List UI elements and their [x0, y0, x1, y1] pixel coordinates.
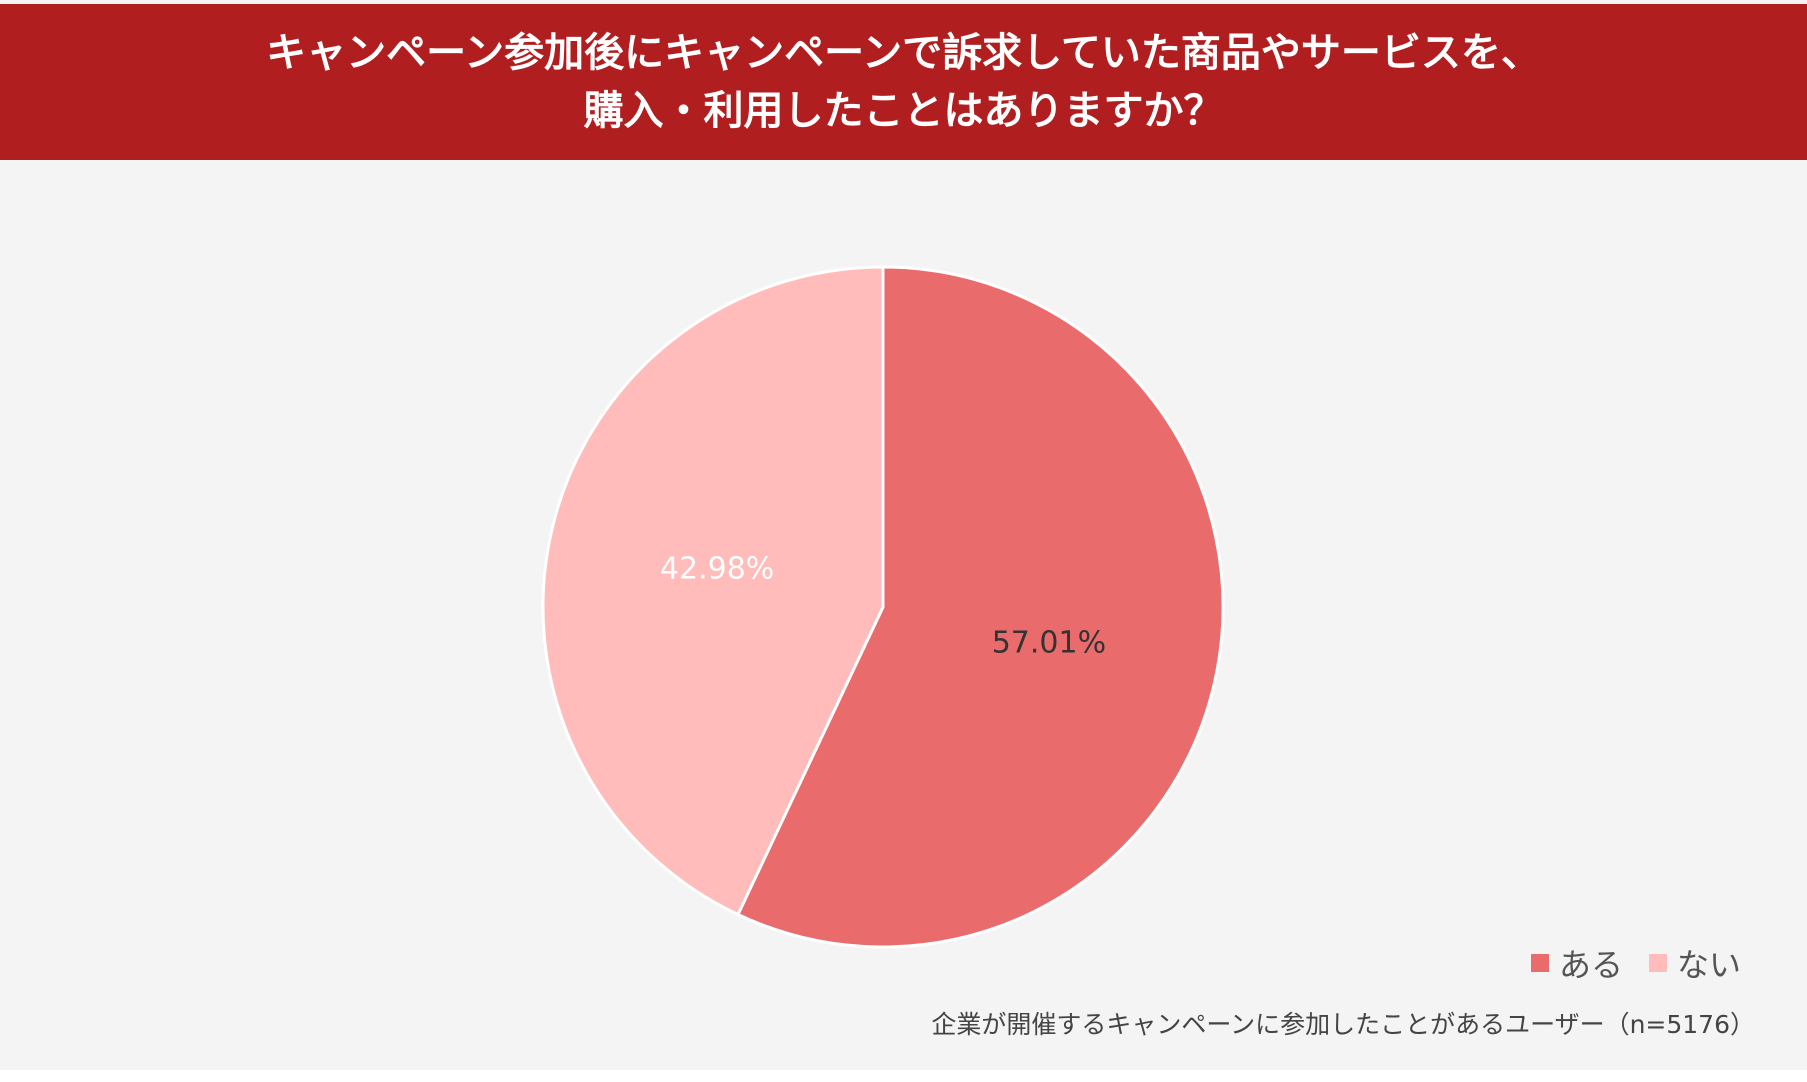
legend-label-nai: ない — [1676, 946, 1741, 984]
chart-title-line-2: 購入・利用したことはありますか？ — [583, 88, 1224, 134]
pie-slice-aru — [735, 265, 1225, 949]
pie-slice-nai — [541, 265, 885, 917]
legend-item-nai: ない — [1648, 940, 1741, 986]
pie-label-aru: 57.01% — [992, 626, 1106, 661]
legend-label-aru: ある — [1558, 946, 1623, 984]
pie-label-nai: 42.98% — [660, 551, 774, 586]
legend-item-aru: ある — [1530, 940, 1623, 986]
legend-swatch-aru — [1530, 954, 1549, 972]
chart-legend: ある ない — [1530, 940, 1741, 986]
legend-swatch-nai — [1648, 954, 1667, 972]
chart-title-banner: キャンペーン参加後にキャンペーンで訴求していた商品やサービスを、 購入・利用した… — [0, 4, 1807, 160]
chart-title-line-1: キャンペーン参加後にキャンペーンで訴求していた商品やサービスを、 — [266, 30, 1541, 76]
sample-footnote: 企業が開催するキャンペーンに参加したことがあるユーザー（n=5176） — [931, 1010, 1755, 1039]
